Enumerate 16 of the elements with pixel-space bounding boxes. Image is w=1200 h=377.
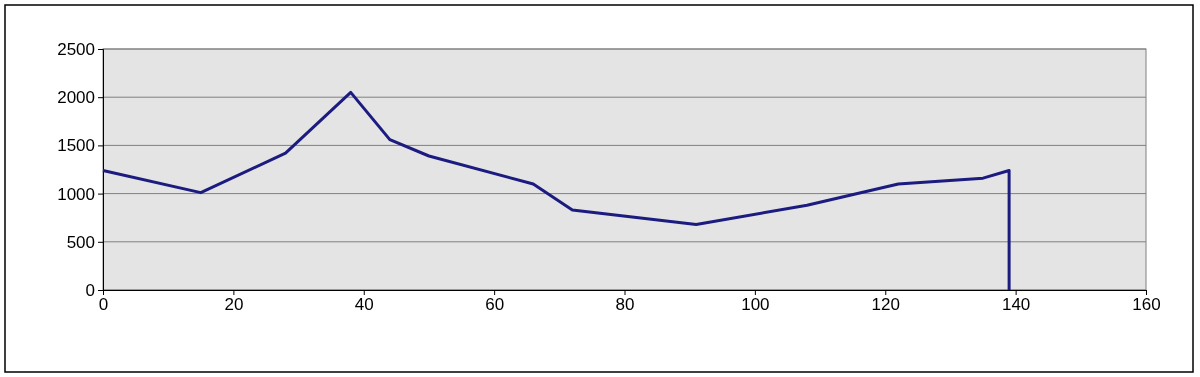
x-tick-label: 100 (741, 295, 770, 315)
y-tick-label: 1500 (57, 136, 95, 156)
x-tick-label: 140 (1001, 295, 1031, 315)
y-tick-label: 0 (85, 280, 95, 300)
x-tick-label: 20 (224, 295, 244, 315)
x-tick-label: 40 (354, 295, 374, 315)
y-tick-label: 2000 (57, 88, 95, 108)
x-tick-label: 160 (1132, 295, 1161, 315)
x-tick-label: 0 (98, 295, 109, 315)
x-tick-label: 120 (871, 295, 900, 315)
y-tick-label: 2500 (57, 39, 95, 59)
x-tick-label: 80 (615, 295, 635, 315)
y-tick-label: 500 (66, 232, 95, 252)
line-series (101, 90, 1011, 292)
y-tick-label: 1000 (57, 184, 95, 204)
x-tick-label: 60 (485, 295, 505, 315)
